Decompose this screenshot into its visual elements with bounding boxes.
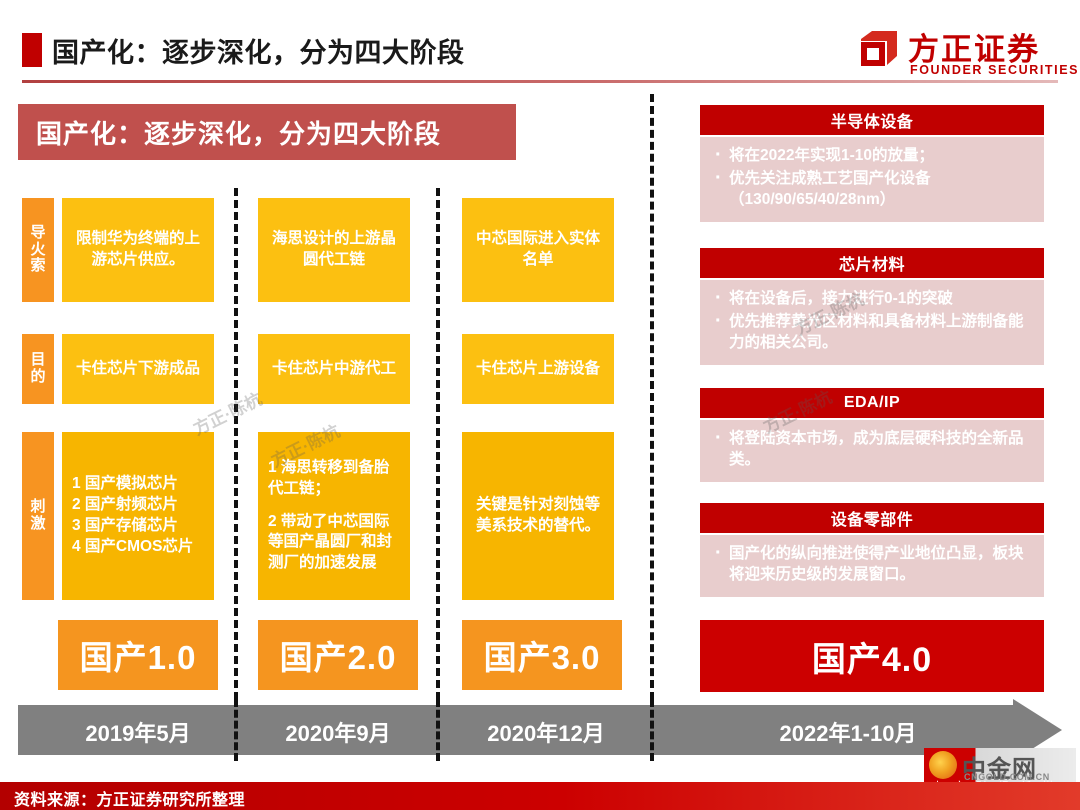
- logo-mark-icon: [861, 31, 897, 66]
- cell-col2-stimulus: 1 海思转移到备胎代工链； 2 带动了中芯国际等国产晶圆厂和封测厂的加速发展: [258, 432, 410, 600]
- column-divider-3: [650, 94, 654, 700]
- timeline: 2019年5月 2020年9月 2020年12月 2022年1-10月: [18, 699, 1062, 761]
- logo-text-cn: 方正证券: [908, 32, 1040, 67]
- cngold-name: 中金网: [962, 756, 1037, 783]
- panel-eda-ip: EDA/IP 将登陆资本市场，成为底层硬科技的全新品类。: [700, 388, 1044, 482]
- cngold-watermark-top: 中金网 CNGOLD.COM.CN: [924, 748, 1076, 783]
- row-label-fuse: 导火索: [22, 198, 54, 302]
- footer-source: 资料来源：方正证券研究所整理: [14, 792, 246, 809]
- page-title: 国产化：逐步深化，分为四大阶段: [52, 38, 465, 68]
- version-badge-1: 国产1.0: [58, 620, 218, 690]
- cell-col2-fuse: 海思设计的上游晶圆代工链: [258, 198, 410, 302]
- stimulus-item: 1 国产模拟芯片: [72, 475, 178, 493]
- panel-bullet: 优先关注成熟工艺国产化设备（130/90/65/40/28nm）: [710, 165, 1032, 211]
- cell-col2-purpose: 卡住芯片中游代工: [258, 334, 410, 404]
- panel-title: EDA/IP: [700, 388, 1044, 420]
- row-label-purpose: 目的: [22, 334, 54, 404]
- stimulus-item: 1 海思转移到备胎代工链；: [268, 458, 390, 497]
- timeline-bar: [18, 705, 1018, 755]
- column-divider-1: [234, 188, 238, 700]
- stimulus-item: 2 国产射频芯片: [72, 496, 178, 514]
- stimulus-item: 4 国产CMOS芯片: [72, 537, 194, 555]
- stimulus-item: 2 带动了中芯国际等国产晶圆厂和封测厂的加速发展: [268, 512, 393, 572]
- panel-title: 半导体设备: [700, 105, 1044, 137]
- founder-securities-logo: 方正证券 FOUNDER SECURITIES: [858, 24, 1077, 82]
- cell-col1-purpose: 卡住芯片下游成品: [62, 334, 214, 404]
- panel-body: 国产化的纵向推进使得产业地位凸显，板块将迎来历史级的发展窗口。: [700, 535, 1044, 597]
- timeline-label-1: 2019年5月: [85, 721, 191, 746]
- panel-chip-materials: 芯片材料 将在设备后，接力进行0-1的突破 优先推荐黄光区材料和具备材料上游制备…: [700, 248, 1044, 365]
- panel-equipment-parts: 设备零部件 国产化的纵向推进使得产业地位凸显，板块将迎来历史级的发展窗口。: [700, 503, 1044, 597]
- panel-bullet: 优先推荐黄光区材料和具备材料上游制备能力的相关公司。: [710, 308, 1032, 354]
- timeline-label-2: 2020年9月: [285, 721, 391, 746]
- header-accent-bar: [22, 33, 42, 67]
- header-divider: [22, 80, 1058, 83]
- section-banner-text: 国产化：逐步深化，分为四大阶段: [36, 118, 442, 149]
- panel-body: 将登陆资本市场，成为底层硬科技的全新品类。: [700, 420, 1044, 482]
- panel-title: 设备零部件: [700, 503, 1044, 535]
- column-divider-2: [436, 188, 440, 700]
- cell-col1-stimulus: 1 国产模拟芯片 2 国产射频芯片 3 国产存储芯片 4 国产CMOS芯片: [62, 432, 214, 600]
- cell-col3-stimulus: 关键是针对刻蚀等美系技术的替代。: [462, 432, 614, 600]
- panel-bullet: 国产化的纵向推进使得产业地位凸显，板块将迎来历史级的发展窗口。: [710, 540, 1032, 586]
- version-badge-4: 国产4.0: [700, 620, 1044, 692]
- section-banner: 国产化：逐步深化，分为四大阶段: [18, 104, 516, 160]
- panel-semiconductor-equipment: 半导体设备 将在2022年实现1-10的放量； 优先关注成熟工艺国产化设备（13…: [700, 105, 1044, 222]
- cngold-logo-icon: [929, 751, 957, 779]
- timeline-label-3: 2020年12月: [487, 721, 605, 746]
- timeline-divider-3: [650, 699, 654, 761]
- version-badge-3: 国产3.0: [462, 620, 622, 690]
- logo-text-en: FOUNDER SECURITIES: [910, 63, 1080, 77]
- panel-bullet: 将登陆资本市场，成为底层硬科技的全新品类。: [710, 425, 1032, 471]
- cell-col3-purpose: 卡住芯片上游设备: [462, 334, 614, 404]
- cell-col1-fuse: 限制华为终端的上游芯片供应。: [62, 198, 214, 302]
- panel-bullet: 将在2022年实现1-10的放量；: [710, 142, 1032, 169]
- row-label-stimulus: 刺激: [22, 432, 54, 600]
- timeline-divider-1: [234, 699, 238, 761]
- stimulus-item: 3 国产存储芯片: [72, 517, 178, 534]
- panel-bullet: 将在设备后，接力进行0-1的突破: [710, 285, 1032, 312]
- panel-body: 将在设备后，接力进行0-1的突破 优先推荐黄光区材料和具备材料上游制备能力的相关…: [700, 280, 1044, 365]
- panel-title: 芯片材料: [700, 248, 1044, 280]
- panel-body: 将在2022年实现1-10的放量； 优先关注成熟工艺国产化设备（130/90/6…: [700, 137, 1044, 222]
- timeline-label-4: 2022年1-10月: [779, 721, 917, 746]
- version-badge-2: 国产2.0: [258, 620, 418, 690]
- cngold-url: CNGOLD.COM.CN: [964, 772, 1050, 782]
- slide-footer: 资料来源：方正证券研究所整理: [0, 782, 1080, 810]
- timeline-divider-2: [436, 699, 440, 761]
- cell-col3-fuse: 中芯国际进入实体名单: [462, 198, 614, 302]
- slide-header: 国产化：逐步深化，分为四大阶段 方正证券 FOUNDER SECURITIES: [0, 0, 1080, 88]
